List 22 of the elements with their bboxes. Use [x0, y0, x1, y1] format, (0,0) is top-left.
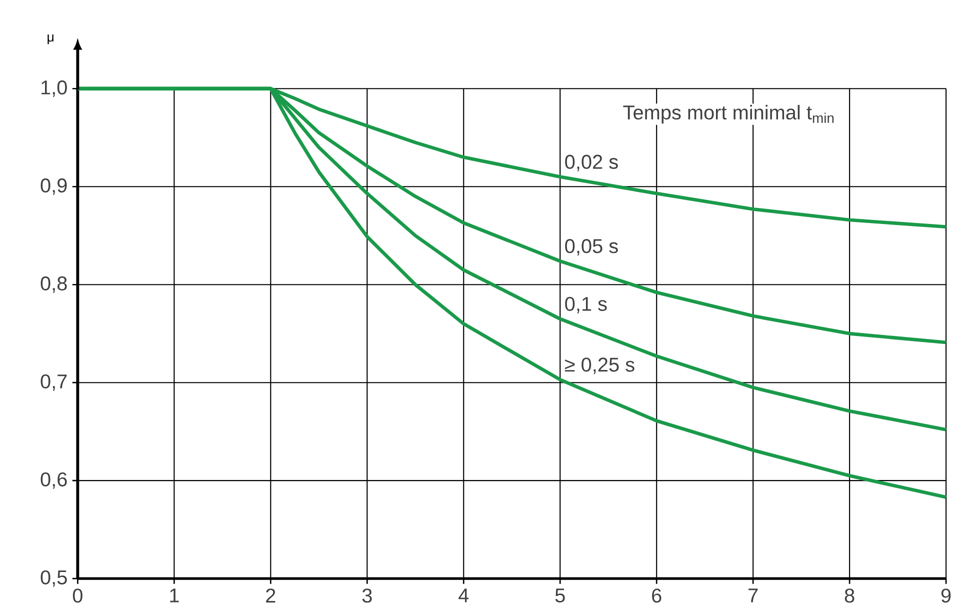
y-tick-label: 0,6 — [40, 472, 67, 489]
annotation: Temps mort minimal t$_{min}$ — [623, 104, 834, 124]
x-tick-label: 2 — [266, 588, 276, 602]
x-tick-label: 6 — [652, 588, 662, 602]
x-tick-label: 1 — [170, 588, 179, 602]
x-tick-label: 8 — [844, 588, 854, 602]
y-tick-label: 1,0 — [42, 80, 67, 97]
y-tick-label: 0,7 — [40, 374, 67, 391]
x-tick-label: 0 — [72, 588, 82, 602]
series-label: 0,02 s — [565, 154, 618, 172]
y-tick-label: 0,8 — [40, 276, 67, 293]
x-tick-label: 4 — [458, 588, 469, 602]
y-tick-label: 0,9 — [40, 178, 67, 195]
series-label: 0,1 s — [565, 296, 607, 314]
series-label: ≥ 0,25 s — [564, 357, 634, 374]
y-axis-title: μ — [48, 34, 54, 44]
series-label: 0,05 s — [565, 238, 618, 256]
x-tick-label: 7 — [748, 588, 758, 602]
y-tick-label: 0,5 — [40, 570, 67, 587]
x-tick-label: 3 — [362, 588, 372, 602]
x-tick-label: 5 — [555, 588, 565, 602]
x-tick-label: 9 — [941, 588, 951, 602]
